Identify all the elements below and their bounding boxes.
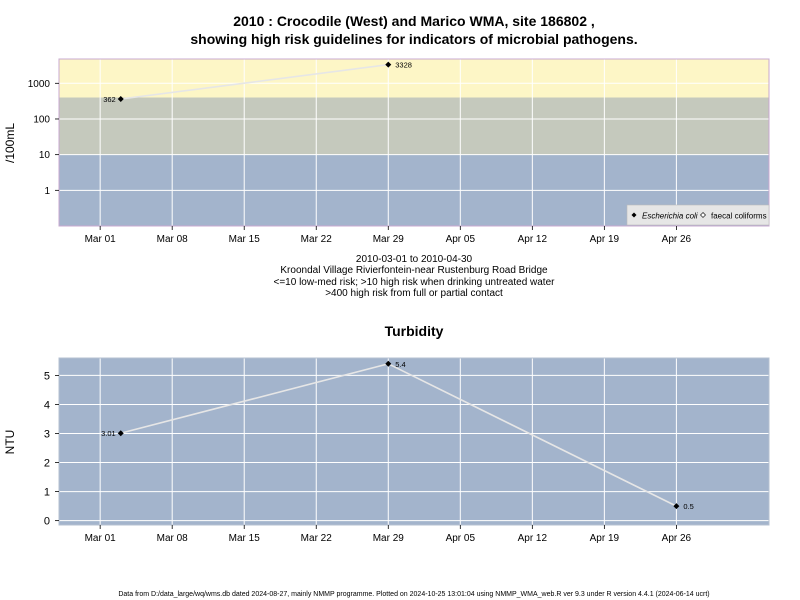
caption-date-range: 2010-03-01 to 2010-04-30	[356, 254, 473, 265]
legend-marker-e-coli	[631, 212, 637, 218]
plot-area	[59, 358, 769, 525]
y-tick-label-4: 4	[44, 399, 50, 411]
y-tick-label-2: 2	[44, 457, 50, 469]
y-tick-label-1: 10	[39, 150, 51, 161]
y-tick-label-2: 100	[33, 115, 50, 126]
turbidity-plot: Mar 01 Mar 08 Mar 15 Mar 22 Mar 29 Apr 05 Apr …	[3, 357, 770, 544]
legend-marker-faecal-coliforms	[700, 212, 706, 218]
data-label-0-0: 3.01	[101, 429, 116, 438]
data-point-0-1	[385, 61, 392, 68]
grid-lines	[59, 358, 769, 525]
x-tick-label-2: Mar 15	[229, 234, 261, 245]
legend-box	[626, 204, 770, 226]
x-tick-label-6: Apr 12	[518, 234, 548, 245]
data-point-0-0	[117, 96, 124, 103]
y-tick-label-3: 3	[44, 428, 50, 440]
legend-label-e-coli: Escherichia coli	[642, 212, 698, 221]
series-turbidity: 3.01 5.4 0.5	[101, 360, 694, 511]
y-tick-label-5: 5	[44, 370, 50, 382]
microbial-plot: Mar 01 Mar 08 Mar 15 Mar 22 Mar 29 Apr 05 Apr …	[3, 58, 770, 245]
y-tick-label-0: 0	[44, 516, 50, 528]
x-tick-label-4: Mar 29	[373, 234, 405, 245]
x-tick-label-3: Mar 22	[301, 234, 333, 245]
x-tick-label-7: Apr 19	[590, 234, 620, 245]
x-tick-label-6: Apr 12	[518, 533, 548, 544]
x-tick-label-0: Mar 01	[85, 533, 117, 544]
plot-frame	[58, 58, 770, 227]
risk-band-1	[59, 97, 769, 155]
data-point-0-0	[117, 430, 124, 437]
data-label-0-1: 5.4	[395, 360, 405, 369]
grid-lines	[59, 59, 769, 226]
risk-bands	[59, 59, 769, 226]
x-tick-label-0: Mar 01	[85, 234, 117, 245]
y-axis-label-microbial: /100mL	[3, 123, 17, 163]
x-tick-label-5: Apr 05	[446, 234, 476, 245]
series-e-coli: 362 3328	[103, 61, 412, 104]
data-label-0-0: 362	[103, 95, 116, 104]
footer-note: Data from D:/data_large/wq/wms.db dated …	[118, 591, 709, 598]
axes: Mar 01 Mar 08 Mar 15 Mar 22 Mar 29 Apr 05 Apr …	[28, 79, 692, 245]
y-tick-label-1: 1	[44, 487, 50, 499]
legend: Escherichia coli faecal coliforms	[626, 204, 770, 226]
y-tick-label-3: 1000	[28, 79, 51, 90]
y-axis-label-turbidity: NTU	[3, 430, 17, 455]
plot-background	[59, 358, 769, 525]
caption-site-name: Kroondal Village Rivierfontein-near Rust…	[280, 265, 548, 276]
x-tick-label-1: Mar 08	[157, 234, 189, 245]
chart-title-line2: showing high risk guidelines for indicat…	[190, 31, 637, 47]
data-point-0-2	[673, 503, 680, 510]
risk-band-2	[59, 59, 769, 98]
x-tick-label-4: Mar 29	[373, 533, 405, 544]
x-tick-label-3: Mar 22	[301, 533, 333, 544]
chart-title-line1: 2010 : Crocodile (West) and Marico WMA, …	[233, 13, 595, 29]
plot-frame	[58, 357, 770, 526]
turbidity-title: Turbidity	[385, 323, 444, 339]
caption-guideline-contact: >400 high risk from full or partial cont…	[325, 288, 503, 299]
x-tick-label-8: Apr 26	[662, 234, 692, 245]
caption-guideline-drinking: <=10 low-med risk; >10 high risk when dr…	[274, 277, 556, 288]
legend-label-faecal-coliforms: faecal coliforms	[711, 212, 767, 221]
x-tick-label-5: Apr 05	[446, 533, 476, 544]
x-tick-label-7: Apr 19	[590, 533, 620, 544]
data-label-0-1: 3328	[395, 61, 412, 70]
x-tick-label-8: Apr 26	[662, 533, 692, 544]
x-tick-label-2: Mar 15	[229, 533, 261, 544]
x-tick-label-1: Mar 08	[157, 533, 189, 544]
series-line-0	[120, 63, 389, 100]
data-point-0-1	[385, 360, 392, 367]
data-label-0-2: 0.5	[683, 502, 693, 511]
y-tick-label-0: 1	[44, 186, 50, 197]
axes: Mar 01 Mar 08 Mar 15 Mar 22 Mar 29 Apr 05 Apr …	[44, 370, 692, 544]
